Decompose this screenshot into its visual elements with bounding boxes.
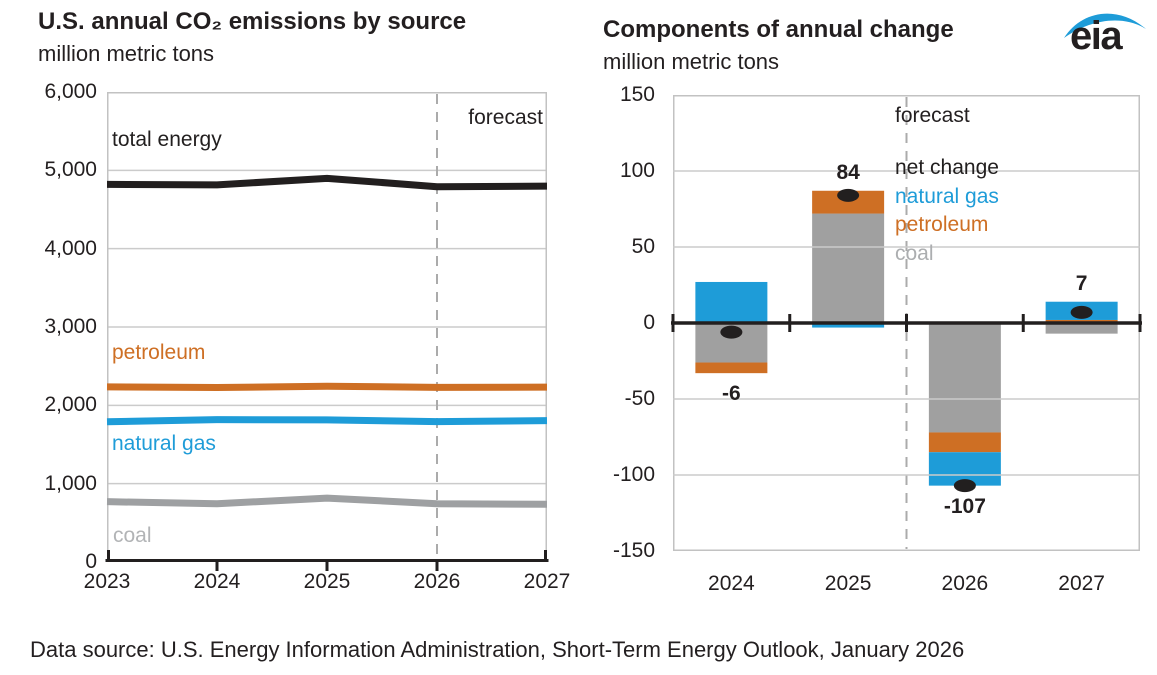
x-axis-tick-label: 2026	[941, 572, 989, 595]
y-axis-tick-label: 1,000	[44, 471, 97, 495]
eia-logo-swoosh-icon	[1064, 13, 1146, 38]
eia-logo: eia	[1062, 5, 1148, 63]
left-chart-title: U.S. annual CO₂ emissions by source	[38, 8, 467, 35]
legend-item-petroleum: petroleum	[895, 213, 989, 236]
x-axis-tick-label: 2027	[1058, 572, 1105, 595]
y-axis-tick-label: 50	[631, 235, 655, 258]
x-axis-tick-label: 2024	[708, 572, 755, 595]
series-label-coal: coal	[113, 524, 152, 547]
x-axis-tick-label: 2026	[413, 570, 461, 593]
net-change-value-label: -6	[722, 382, 741, 406]
y-axis-tick-label: 6,000	[44, 80, 97, 103]
y-axis-tick-label: 3,000	[44, 315, 97, 338]
x-axis-tick-label: 2023	[83, 570, 131, 593]
net-change-value-label: 7	[1075, 271, 1088, 295]
series-label-petroleum: petroleum	[112, 341, 206, 364]
net-change-value-label: -107	[943, 494, 986, 518]
series-label-natural-gas: natural gas	[112, 432, 216, 455]
y-axis-tick-label: -50	[624, 387, 655, 410]
left-chart-subtitle: million metric tons	[38, 41, 215, 66]
right-bar-plot	[671, 95, 1142, 551]
y-axis-tick-label: 5,000	[44, 158, 97, 182]
y-axis-tick-label: 2,000	[44, 393, 97, 417]
y-axis-tick-label: 100	[619, 159, 655, 182]
y-axis-tick-label: -100	[612, 463, 655, 486]
y-axis-tick-label: -150	[612, 539, 655, 562]
x-axis-tick-label: 2025	[824, 572, 872, 595]
data-source-text: Data source: U.S. Energy Information Adm…	[30, 637, 965, 662]
legend-item-net-change: net change	[895, 156, 999, 179]
x-axis-tick-label: 2024	[193, 570, 241, 593]
y-axis-tick-label: 0	[643, 311, 655, 334]
eia-logo-text: eia	[1070, 14, 1123, 58]
x-axis-tick-label: 2025	[303, 570, 351, 593]
x-axis-tick-label: 2027	[523, 570, 571, 593]
right-chart-subtitle: million metric tons	[603, 49, 780, 74]
net-change-value-label: 84	[836, 160, 860, 184]
y-axis-tick-label: 4,000	[44, 236, 97, 260]
left-line-plot	[105, 92, 549, 571]
forecast-label: forecast	[468, 106, 543, 129]
y-axis-tick-label: 150	[619, 83, 655, 106]
right-chart-title: Components of annual change	[603, 16, 954, 43]
legend-item-coal: coal	[895, 241, 934, 265]
forecast-label: forecast	[895, 104, 970, 127]
y-axis-tick-label: 0	[85, 550, 97, 573]
legend-item-natural-gas: natural gas	[895, 184, 999, 208]
series-label-total-energy: total energy	[112, 128, 222, 151]
